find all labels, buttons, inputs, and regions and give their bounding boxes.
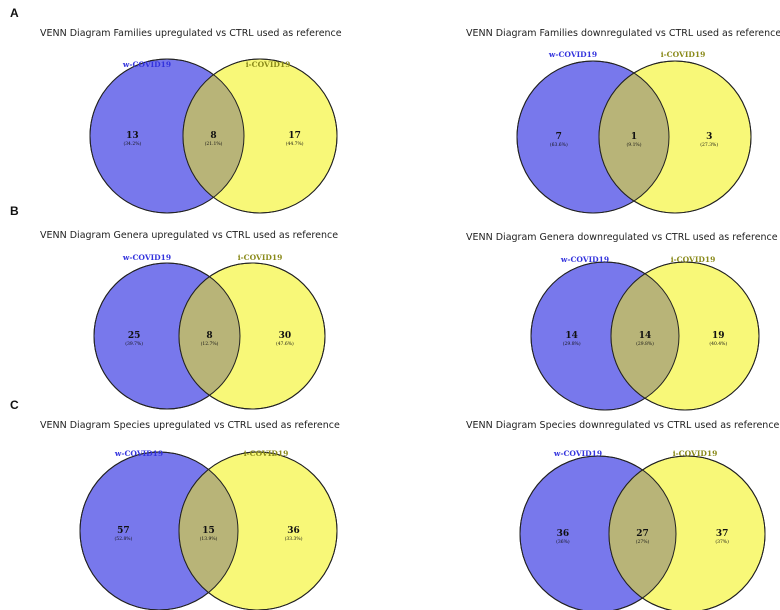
overlap-region bbox=[179, 263, 240, 409]
region-count-left: 57 bbox=[117, 526, 130, 536]
venn-diagram-species-up: w-COVID19 i-COVID19 57(52.8%) 15(13.9%) 36(3… bbox=[79, 449, 338, 610]
region-count-right: 17 bbox=[288, 131, 301, 141]
region-count-overlap: 15 bbox=[202, 526, 215, 536]
set-label-w-covid19: w-COVID19 bbox=[560, 255, 609, 264]
region-count-overlap: 1 bbox=[631, 132, 637, 142]
set-outline-w-covid19 bbox=[519, 455, 677, 610]
region-count-left: 13 bbox=[126, 131, 139, 141]
region-percent-overlap: (13.9%) bbox=[200, 535, 218, 542]
region-percent-right: (44.7%) bbox=[286, 140, 304, 147]
set-label-i-covid19: i-COVID19 bbox=[671, 255, 716, 264]
set-outline-w-covid19 bbox=[89, 58, 245, 214]
venn-diagram-families-down: w-COVID19 i-COVID19 7(63.6%) 1(9.1%) 3(27.3%… bbox=[516, 50, 752, 214]
region-percent-right: (33.3%) bbox=[285, 535, 303, 542]
diagram-title-families-up: VENN Diagram Families upregulated vs CTR… bbox=[40, 28, 342, 39]
set-outline-w-covid19 bbox=[79, 451, 239, 610]
set-label-w-covid19: w-COVID19 bbox=[114, 449, 163, 458]
set-label-i-covid19: i-COVID19 bbox=[244, 449, 289, 458]
region-percent-right: (37%) bbox=[715, 538, 729, 545]
diagram-title-families-down: VENN Diagram Families downregulated vs C… bbox=[466, 28, 780, 39]
diagram-title-species-down: VENN Diagram Species downregulated vs CT… bbox=[466, 420, 780, 431]
region-count-overlap: 14 bbox=[639, 331, 652, 341]
overlap-region bbox=[599, 61, 669, 213]
set-outline-i-covid19 bbox=[182, 58, 338, 214]
region-percent-left: (63.6%) bbox=[550, 141, 568, 148]
region-count-right: 37 bbox=[716, 529, 729, 539]
region-percent-overlap: (12.7%) bbox=[201, 340, 219, 347]
diagram-title-genera-up: VENN Diagram Genera upregulated vs CTRL … bbox=[40, 230, 339, 241]
set-outline-i-covid19 bbox=[178, 262, 326, 410]
region-count-right: 36 bbox=[287, 526, 300, 536]
venn-diagram-species-down: w-COVID19 i-COVID19 36(36%) 27(27%) 37(37%) bbox=[519, 449, 766, 610]
venn-diagram-families-up: w-COVID19 i-COVID19 13(34.2%) 8(21.1%) 17(44… bbox=[89, 58, 338, 214]
set-outline-w-covid19 bbox=[93, 262, 241, 410]
region-count-right: 3 bbox=[706, 132, 712, 142]
set-label-w-covid19: w-COVID19 bbox=[122, 60, 171, 69]
region-percent-overlap: (29.8%) bbox=[636, 340, 654, 347]
set-outline-w-covid19 bbox=[530, 261, 680, 411]
set-label-w-covid19: w-COVID19 bbox=[548, 50, 597, 59]
set-label-w-covid19: w-COVID19 bbox=[122, 253, 171, 262]
region-percent-left: (39.7%) bbox=[125, 340, 143, 347]
region-percent-left: (34.2%) bbox=[123, 140, 141, 147]
region-count-overlap: 27 bbox=[636, 529, 649, 539]
region-percent-left: (29.8%) bbox=[563, 340, 581, 347]
region-count-overlap: 8 bbox=[210, 131, 216, 141]
region-percent-left: (36%) bbox=[556, 538, 570, 545]
overlap-region bbox=[183, 59, 244, 213]
panel-label-b: B bbox=[10, 204, 19, 218]
set-outline-i-covid19 bbox=[610, 261, 760, 411]
panel-label-a: A bbox=[10, 6, 19, 20]
region-count-left: 25 bbox=[128, 331, 141, 341]
diagram-title-species-up: VENN Diagram Species upregulated vs CTRL… bbox=[40, 420, 340, 431]
set-outline-w-covid19 bbox=[516, 60, 670, 214]
region-percent-overlap: (21.1%) bbox=[205, 140, 223, 147]
overlap-region bbox=[611, 262, 679, 410]
diagram-title-genera-down: VENN Diagram Genera downregulated vs CTR… bbox=[466, 232, 778, 243]
region-count-right: 19 bbox=[712, 331, 725, 341]
region-count-right: 30 bbox=[279, 331, 292, 341]
region-percent-right: (27.3%) bbox=[700, 141, 718, 148]
panel-label-c: C bbox=[10, 398, 19, 412]
region-count-left: 14 bbox=[565, 331, 578, 341]
region-percent-overlap: (27%) bbox=[636, 538, 650, 545]
set-outline-i-covid19 bbox=[598, 60, 752, 214]
region-count-left: 36 bbox=[557, 529, 570, 539]
overlap-region bbox=[179, 452, 238, 610]
set-label-i-covid19: i-COVID19 bbox=[673, 449, 718, 458]
set-label-i-covid19: i-COVID19 bbox=[246, 60, 291, 69]
region-percent-right: (47.6%) bbox=[276, 340, 294, 347]
set-label-w-covid19: w-COVID19 bbox=[553, 449, 602, 458]
set-outline-i-covid19 bbox=[178, 451, 338, 610]
set-label-i-covid19: i-COVID19 bbox=[661, 50, 706, 59]
region-percent-overlap: (9.1%) bbox=[627, 141, 642, 148]
venn-diagram-genera-down: w-COVID19 i-COVID1914(29.8%)14(29.8%)19(4… bbox=[530, 255, 760, 411]
region-percent-right: (40.4%) bbox=[709, 340, 727, 347]
region-count-left: 7 bbox=[556, 132, 562, 142]
set-label-i-covid19: i-COVID19 bbox=[238, 253, 283, 262]
overlap-region bbox=[609, 456, 676, 610]
venn-diagram-genera-up: w-COVID19 i-COVID19 25(39.7%) 8(12.7%) 30(47… bbox=[93, 253, 326, 410]
region-percent-left: (52.8%) bbox=[115, 535, 133, 542]
set-outline-i-covid19 bbox=[608, 455, 766, 610]
region-count-overlap: 8 bbox=[206, 331, 212, 341]
